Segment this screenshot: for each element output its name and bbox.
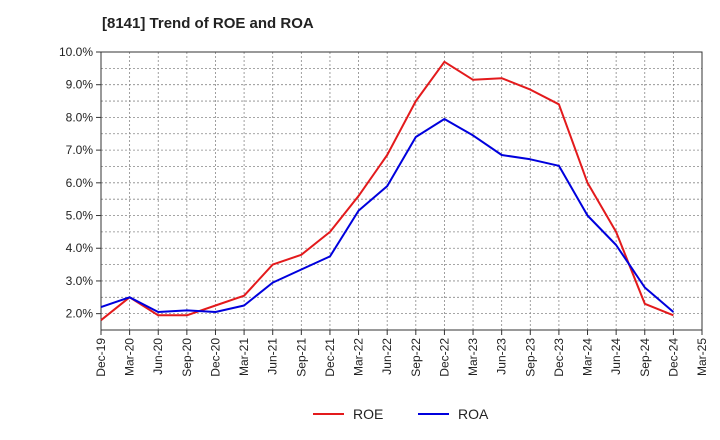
- x-tick-label: Dec-21: [323, 338, 337, 377]
- x-tick-label: Dec-22: [437, 338, 451, 377]
- y-tick-label: 4.0%: [66, 241, 94, 255]
- x-tick-label: Jun-21: [266, 338, 280, 375]
- y-tick-label: 6.0%: [66, 176, 94, 190]
- x-tick-label: Mar-23: [466, 338, 480, 376]
- plot-frame: [100, 51, 703, 331]
- y-tick-label: 9.0%: [66, 78, 94, 92]
- x-tick-label: Sep-23: [523, 338, 537, 377]
- x-tick-label: Sep-21: [294, 338, 308, 377]
- x-tick-label: Dec-19: [94, 338, 108, 377]
- x-tick-label: Jun-24: [609, 338, 623, 375]
- chart-title: [8141] Trend of ROE and ROA: [102, 15, 314, 32]
- y-tick-label: 7.0%: [66, 143, 94, 157]
- x-tick-label: Sep-24: [638, 338, 652, 377]
- x-tick-label: Dec-23: [552, 338, 566, 377]
- x-tick-label: Mar-21: [237, 338, 251, 376]
- x-tick-label: Dec-20: [208, 338, 222, 377]
- x-tick-label: Sep-22: [409, 338, 423, 377]
- y-tick-label: 5.0%: [66, 209, 94, 223]
- x-tick-label: Mar-20: [123, 338, 137, 376]
- legend-label-roe: ROE: [353, 406, 383, 422]
- x-tick-label: Jun-23: [495, 338, 509, 375]
- plot-area: [101, 52, 702, 330]
- x-tick-label: Jun-22: [380, 338, 394, 375]
- x-tick-label: Mar-22: [352, 338, 366, 376]
- y-tick-label: 2.0%: [66, 307, 94, 321]
- x-tick-label: Jun-20: [151, 338, 165, 375]
- x-tick-label: Mar-25: [695, 338, 709, 376]
- legend-label-roa: ROA: [458, 406, 489, 422]
- series-line-roa: [100, 118, 675, 313]
- x-tick-label: Dec-24: [666, 338, 680, 377]
- x-tick-label: Mar-24: [581, 338, 595, 376]
- y-tick-label: 10.0%: [59, 45, 93, 59]
- y-tick-label: 3.0%: [66, 274, 94, 288]
- series-line-roe: [100, 60, 674, 321]
- x-tick-label: Sep-20: [180, 338, 194, 377]
- y-tick-label: 8.0%: [66, 110, 94, 124]
